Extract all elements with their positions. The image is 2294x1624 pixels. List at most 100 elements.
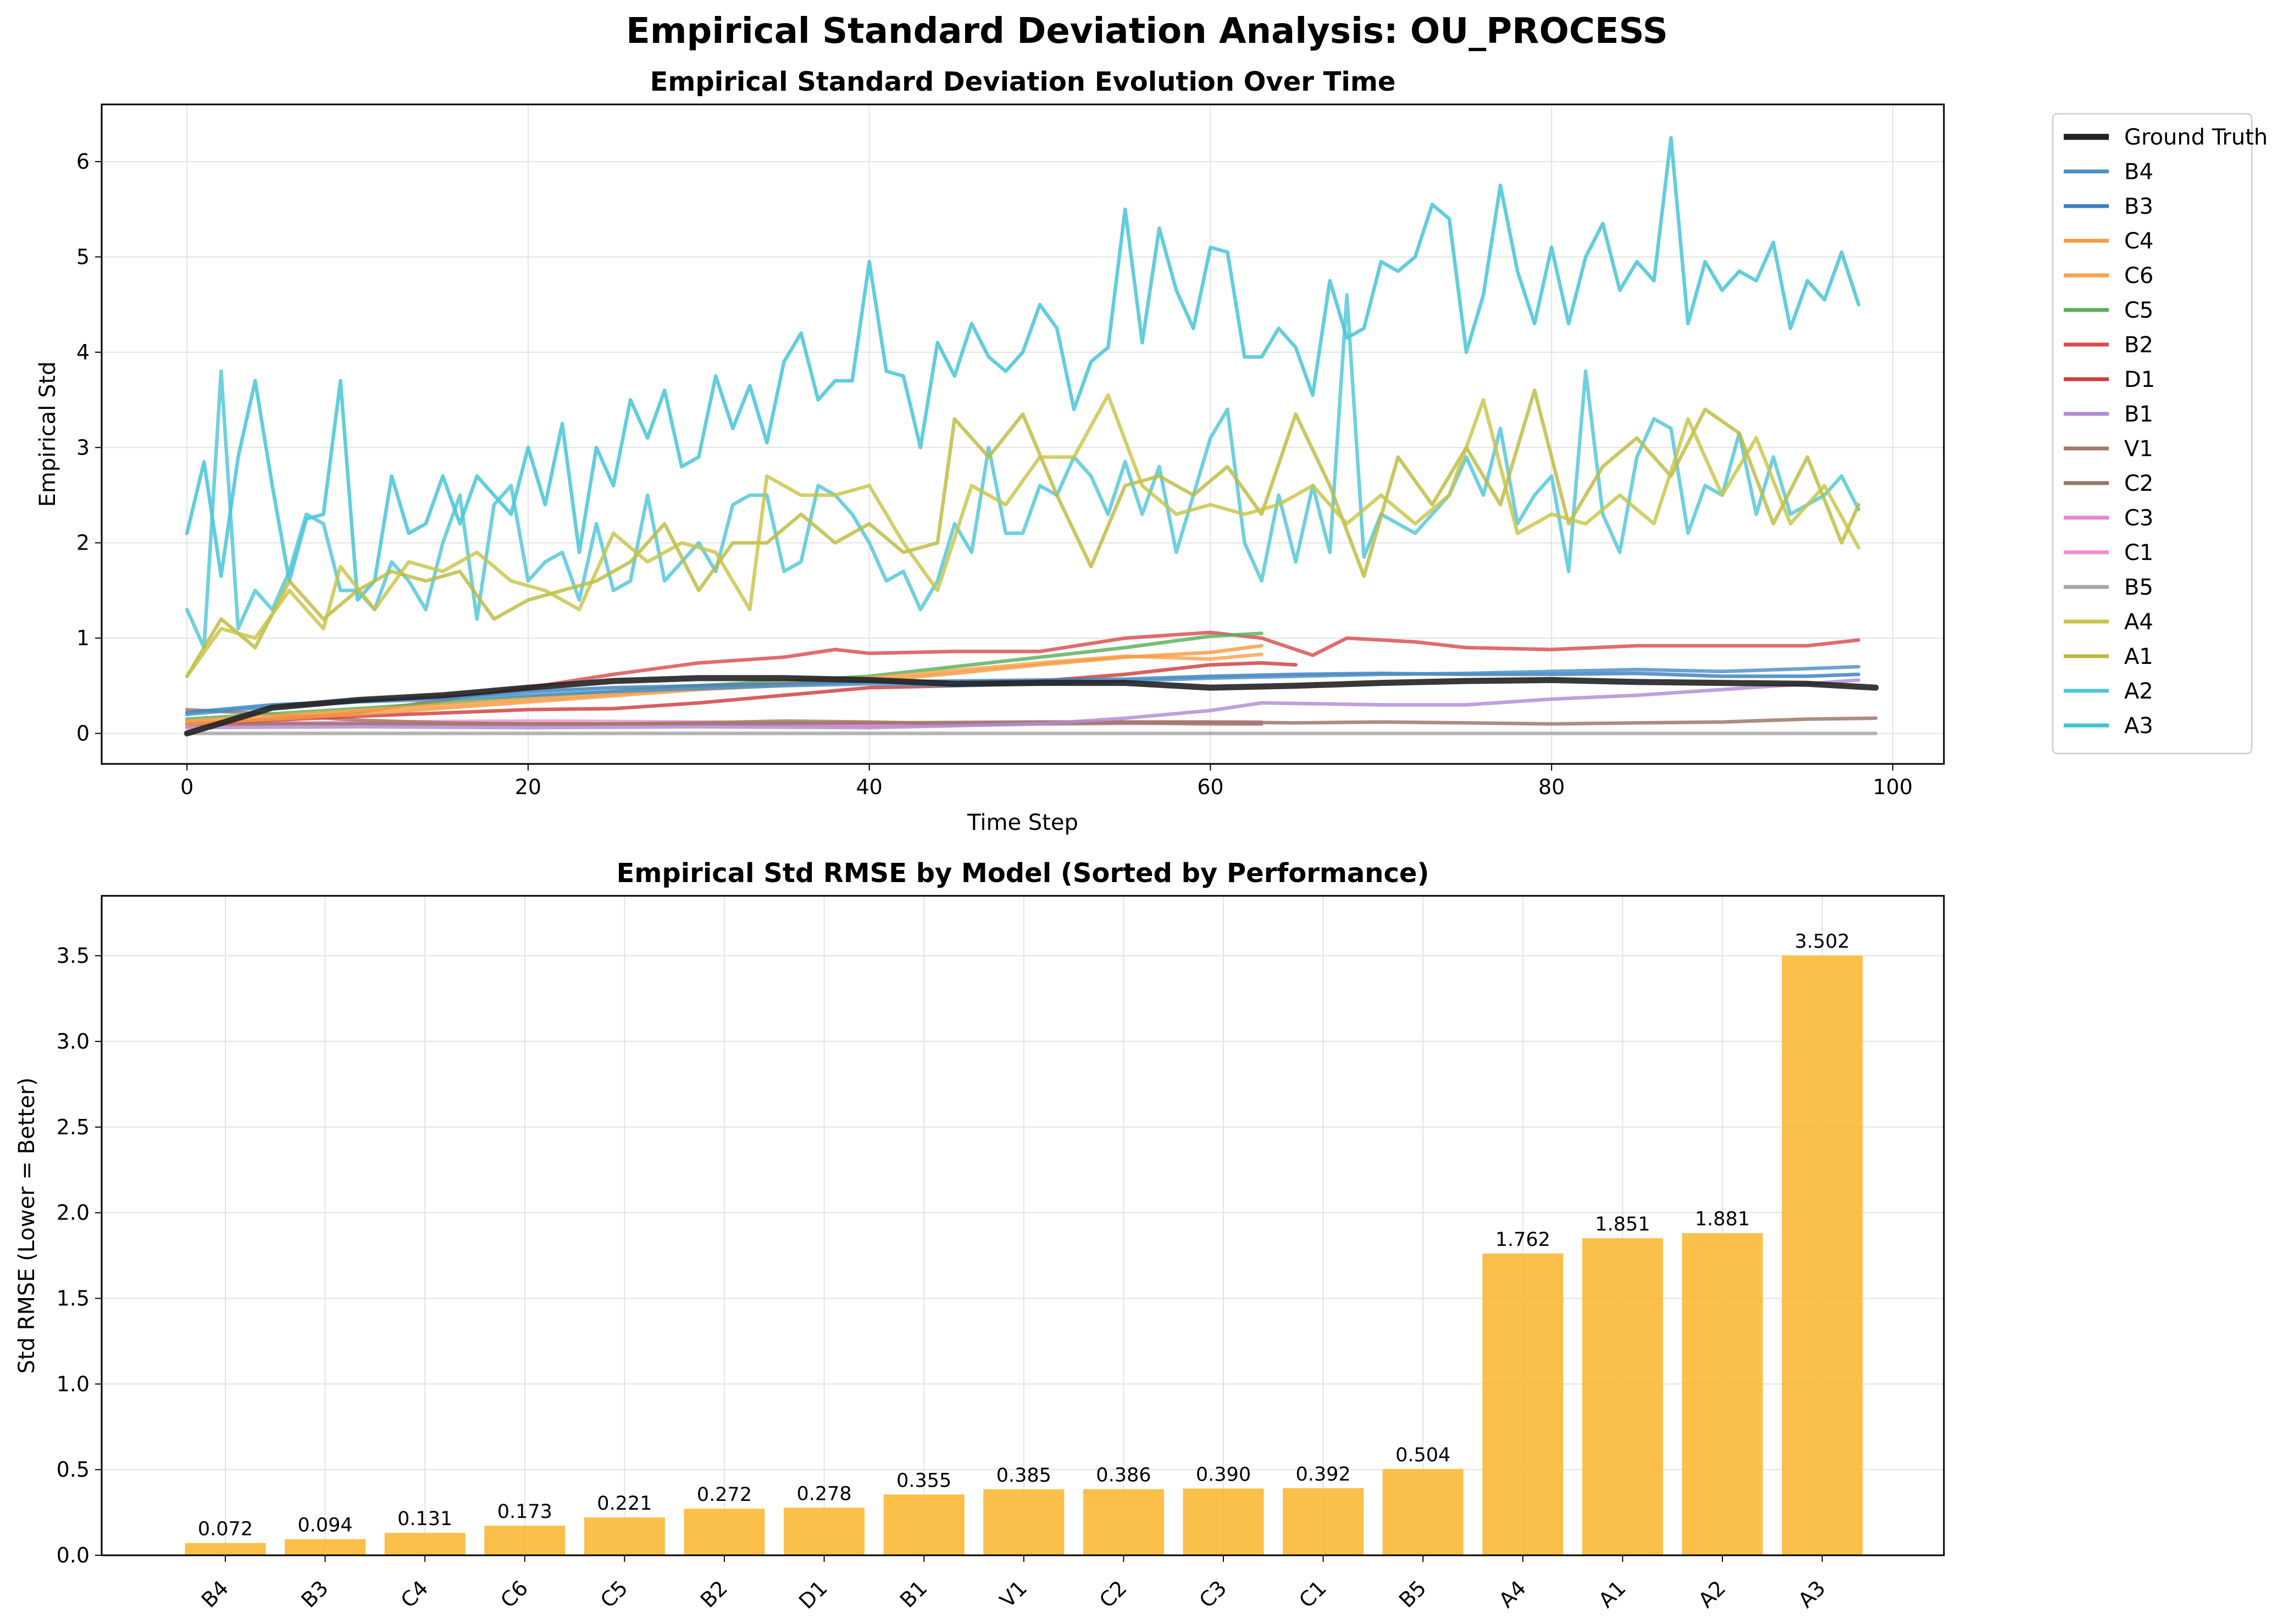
bar-c4: [384, 1533, 466, 1555]
bar-value-label: 1.851: [1595, 1213, 1650, 1235]
bar-b3: [285, 1539, 366, 1555]
bar-value-label: 0.504: [1395, 1444, 1450, 1466]
series-line-v1: [185, 707, 1264, 726]
x-tick-label: C5: [596, 1576, 633, 1612]
bar-c1: [1283, 1488, 1364, 1555]
bar-value-label: 0.131: [397, 1508, 452, 1530]
legend-label: C1: [2124, 540, 2153, 566]
x-tick-label: 60: [1197, 775, 1223, 799]
legend-label: C6: [2124, 263, 2153, 289]
bar-chart-title: Empirical Std RMSE by Model (Sorted by P…: [617, 858, 1429, 889]
bar-c6: [484, 1526, 566, 1555]
bar-a2: [1682, 1233, 1763, 1555]
legend-label: A2: [2124, 679, 2153, 704]
series-line-b2: [185, 630, 1861, 726]
bar-value-label: 0.272: [697, 1484, 752, 1506]
bar-c5: [584, 1517, 665, 1555]
bar-chart-bars: 0.072 0.094 0.131 0.173 0.221 0.272 0.278 0.355…: [185, 930, 1863, 1555]
legend-label: B2: [2124, 332, 2153, 358]
bar-value-label: 3.502: [1794, 930, 1849, 952]
bar-c3: [1183, 1488, 1264, 1555]
bar-value-label: 0.221: [597, 1493, 652, 1515]
y-tick-label: 3.0: [57, 1029, 90, 1054]
line-chart-ticks: 0 20 40 60 80 100 0 1 2 3 4 5 6: [76, 149, 1913, 799]
y-tick-label: 1.0: [57, 1372, 90, 1396]
bar-v1: [983, 1489, 1065, 1555]
bar-value-label: 0.385: [996, 1465, 1051, 1487]
bar-chart-ylabel: Std RMSE (Lower = Better): [14, 1077, 40, 1373]
series-line-c5: [185, 631, 1264, 721]
y-tick-label: 5: [76, 245, 90, 269]
legend-label: A3: [2124, 713, 2153, 739]
y-tick-label: 2: [76, 531, 90, 555]
series-line-d1: [185, 661, 1298, 726]
bar-b2: [684, 1509, 765, 1555]
y-tick-label: 2.0: [57, 1201, 90, 1225]
line-chart-ylabel: Empirical Std: [35, 361, 60, 507]
series-line-a1: [185, 388, 1861, 678]
x-tick-label: B4: [197, 1576, 234, 1612]
x-tick-label: B2: [696, 1576, 733, 1612]
bar-chart-grid: [102, 896, 1944, 1556]
legend-label: Ground Truth: [2124, 125, 2268, 150]
series-line-c6: [185, 652, 1264, 723]
y-tick-label: 0: [76, 722, 90, 746]
figure-suptitle: Empirical Standard Deviation Analysis: O…: [626, 11, 1668, 52]
x-tick-label: V1: [995, 1576, 1032, 1612]
legend-label: C4: [2124, 229, 2153, 254]
bar-b4: [185, 1543, 266, 1555]
bar-value-label: 0.386: [1096, 1465, 1151, 1487]
series-line-a4: [185, 393, 1861, 678]
bar-value-label: 0.072: [198, 1518, 253, 1540]
bar-value-label: 0.392: [1295, 1464, 1350, 1486]
line-chart-panel: Empirical Standard Deviation Evolution O…: [35, 66, 2268, 835]
line-chart-frame: [101, 103, 1945, 765]
legend-label: B5: [2124, 575, 2153, 600]
y-tick-label: 2.5: [57, 1115, 90, 1139]
legend-label: B1: [2124, 402, 2153, 427]
x-tick-label: 100: [1873, 775, 1913, 799]
x-tick-label: C6: [496, 1576, 533, 1612]
bar-value-label: 1.881: [1695, 1209, 1750, 1231]
x-tick-label: A2: [1694, 1576, 1731, 1612]
bar-value-label: 0.173: [497, 1501, 552, 1523]
x-tick-label: A4: [1494, 1576, 1531, 1612]
y-tick-label: 1: [76, 626, 90, 650]
legend-label: C2: [2124, 471, 2153, 496]
legend-label: C5: [2124, 298, 2153, 323]
legend-label: B4: [2124, 159, 2153, 185]
x-tick-label: C4: [396, 1576, 433, 1612]
x-tick-label: D1: [794, 1576, 832, 1614]
bar-value-label: 0.094: [297, 1515, 352, 1537]
y-tick-label: 4: [76, 340, 90, 364]
bar-b1: [883, 1494, 965, 1555]
bar-chart-frame: [101, 895, 1945, 1556]
x-tick-label: 0: [180, 775, 193, 799]
x-tick-label: C3: [1194, 1576, 1231, 1612]
legend-label: A4: [2124, 609, 2153, 635]
bar-value-label: 0.355: [896, 1470, 951, 1492]
y-tick-label: 6: [76, 149, 90, 174]
line-chart-xlabel: Time Step: [967, 810, 1078, 835]
x-tick-label: B1: [895, 1576, 932, 1612]
bar-value-label: 0.278: [796, 1483, 851, 1505]
y-tick-label: 3.5: [57, 944, 90, 968]
x-tick-label: A3: [1793, 1576, 1830, 1612]
bar-a1: [1582, 1238, 1663, 1555]
y-tick-label: 0.5: [57, 1457, 90, 1482]
y-tick-label: 3: [76, 435, 90, 459]
legend-label: A1: [2124, 644, 2153, 669]
x-tick-label: 20: [515, 775, 541, 799]
x-tick-label: A1: [1594, 1576, 1631, 1612]
x-tick-label: B3: [296, 1576, 333, 1612]
x-tick-label: 40: [856, 775, 882, 799]
line-chart-series: [184, 136, 1879, 736]
legend-label: D1: [2124, 367, 2155, 392]
bar-b5: [1382, 1468, 1464, 1555]
legend: Ground Truth B4 B3 C4 C6 C5 B2 D1 B1 V1 C2 C3 C1 B5 A4…: [2052, 113, 2268, 755]
series-line-a3: [185, 136, 1861, 602]
x-tick-label: 80: [1538, 775, 1565, 799]
legend-label: B3: [2124, 194, 2153, 219]
y-tick-label: 1.5: [57, 1286, 90, 1310]
